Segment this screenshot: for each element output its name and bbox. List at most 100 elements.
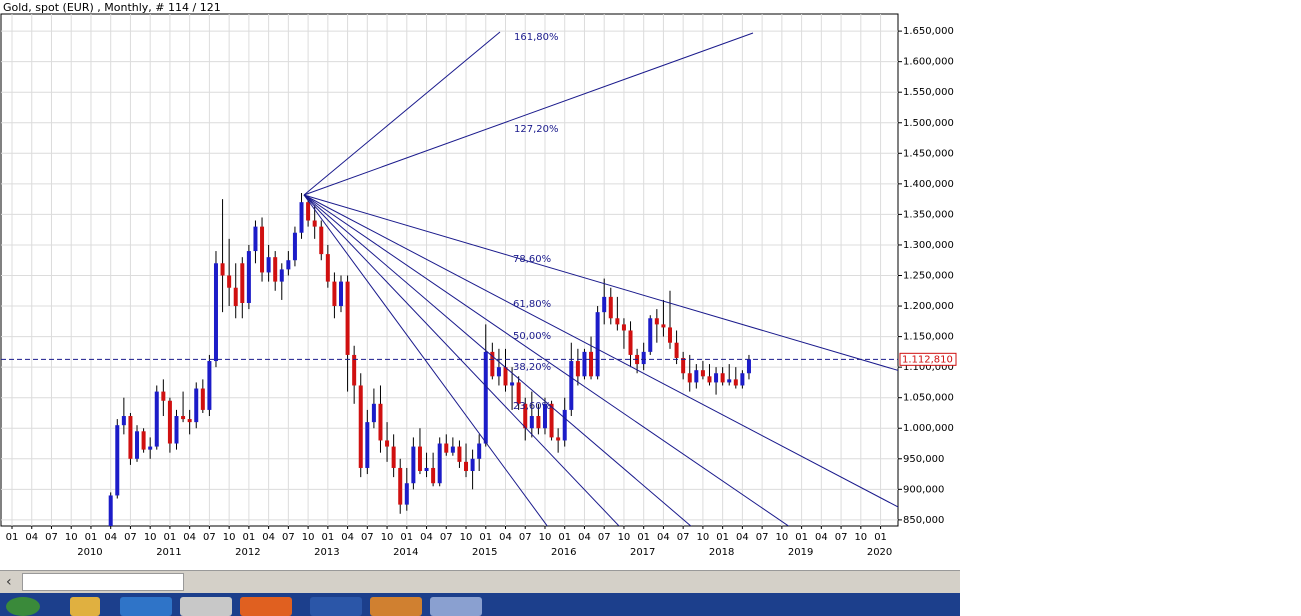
x-tick-label: 04 [736, 532, 749, 543]
search-box[interactable] [22, 573, 184, 591]
fan-label: 23,60% [513, 401, 551, 412]
x-tick-label: 07 [519, 532, 532, 543]
chart-title: Gold, spot (EUR) , Monthly, # 114 / 121 [3, 1, 221, 14]
taskbar-icon[interactable] [240, 597, 292, 616]
fan-label: 161,80% [514, 32, 559, 43]
candle-body [286, 260, 291, 270]
x-year-label: 2015 [472, 547, 497, 558]
candle-body [477, 443, 482, 459]
x-tick-label: 10 [697, 532, 710, 543]
x-tick-label: 07 [440, 532, 453, 543]
candle-body [746, 359, 751, 374]
candle-body [240, 263, 245, 303]
fan-label: 50,00% [513, 331, 551, 342]
candle-body [450, 446, 455, 453]
y-tick-label: 1.300,000 [903, 240, 954, 251]
y-tick-label: 1.500,000 [903, 118, 954, 129]
x-year-label: 2018 [709, 547, 734, 558]
candle-body [220, 263, 225, 276]
candle-body [233, 287, 238, 307]
candle-body [181, 416, 186, 420]
x-tick-label: 04 [104, 532, 117, 543]
x-year-label: 2012 [235, 547, 260, 558]
candle-body [378, 403, 383, 441]
price-box [899, 352, 957, 366]
candle-body [523, 403, 528, 429]
x-tick-label: 10 [65, 532, 78, 543]
start-button[interactable] [6, 597, 40, 616]
candle-body [727, 379, 732, 383]
y-tick-label: 900,000 [903, 484, 944, 495]
x-year-label: 2010 [77, 547, 102, 558]
candle-body [536, 416, 541, 429]
x-tick-label: 10 [618, 532, 631, 543]
x-tick-label: 01 [400, 532, 413, 543]
y-tick-label: 1.600,000 [903, 57, 954, 68]
y-tick-label: 1.650,000 [903, 26, 954, 37]
candle-body [589, 351, 594, 377]
candle-body [154, 391, 159, 447]
x-tick-label: 10 [854, 532, 867, 543]
fan-line [303, 31, 501, 196]
candle-body [556, 437, 561, 441]
candle-body [292, 232, 297, 261]
candle-body [345, 281, 350, 355]
x-tick-label: 01 [637, 532, 650, 543]
x-tick-label: 07 [124, 532, 137, 543]
candle-body [621, 324, 626, 331]
y-tick-label: 1.000,000 [903, 423, 954, 434]
candle-body [549, 403, 554, 438]
candle-body [246, 251, 251, 303]
candle-body [483, 351, 488, 444]
taskbar-icon[interactable] [120, 597, 172, 616]
candle-body [668, 327, 672, 343]
x-tick-label: 01 [795, 532, 808, 543]
x-year-label: 2017 [630, 547, 655, 558]
candle-body [470, 458, 475, 472]
fan-label: 38,20% [513, 362, 551, 373]
candle-body [371, 403, 376, 423]
candle-body [602, 296, 607, 313]
candle-body [582, 351, 587, 377]
taskbar-icon[interactable] [430, 597, 482, 616]
candle-body [503, 367, 508, 386]
x-tick-label: 10 [381, 532, 394, 543]
candle-body [707, 376, 712, 383]
fan-line [303, 194, 620, 526]
candle-body [200, 388, 205, 410]
y-tick-label: 1.350,000 [903, 209, 954, 220]
candle-body [516, 382, 521, 404]
x-tick-label: 01 [164, 532, 177, 543]
taskbar-icon[interactable] [70, 597, 100, 616]
x-year-label: 2013 [314, 547, 339, 558]
x-tick-label: 04 [815, 532, 828, 543]
candle-body [358, 385, 363, 468]
candle-body [385, 440, 390, 447]
candle-body [575, 361, 580, 377]
x-tick-label: 07 [361, 532, 374, 543]
x-tick-label: 04 [341, 532, 354, 543]
y-tick-label: 1.400,000 [903, 179, 954, 190]
x-tick-label: 01 [6, 532, 19, 543]
y-tick-label: 1.550,000 [903, 87, 954, 98]
x-tick-label: 04 [420, 532, 433, 543]
candle-body [253, 226, 258, 252]
x-tick-label: 07 [598, 532, 611, 543]
taskbar-icon[interactable] [310, 597, 362, 616]
candle-body [674, 342, 679, 358]
fan-line [303, 194, 548, 526]
candle-body [121, 416, 126, 426]
fan-label: 61,80% [513, 299, 551, 310]
y-tick-label: 1.200,000 [903, 301, 954, 312]
candle-body [641, 351, 646, 365]
taskbar-icon[interactable] [180, 597, 232, 616]
candle-body [227, 275, 232, 288]
x-tick-label: 04 [183, 532, 196, 543]
candle-body [207, 361, 212, 410]
price-label: 1.112,810 [902, 354, 953, 365]
candle-body [733, 379, 738, 386]
taskbar-icon[interactable] [370, 597, 422, 616]
fan-label: 78,60% [513, 254, 551, 265]
scroll-left[interactable]: ‹ [6, 574, 12, 590]
y-tick-label: 1.050,000 [903, 393, 954, 404]
